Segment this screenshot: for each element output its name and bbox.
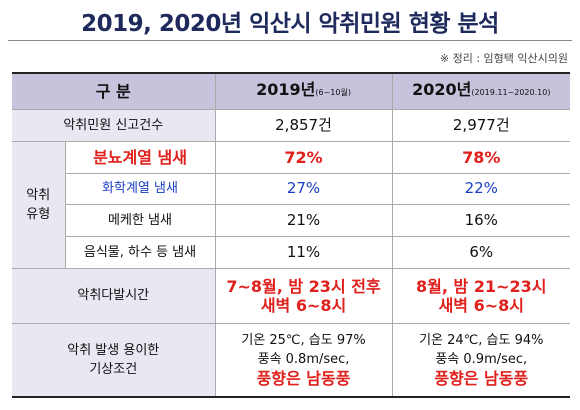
cell-line: 새벽 6~8시 [438,295,524,315]
cell: 72% [214,140,393,174]
cell: 6% [391,235,571,269]
group-line: 유형 [26,206,51,222]
group-line: 악취 [26,187,51,203]
cell-line: 기온 24℃, 습도 94% [419,333,544,349]
row-label: 분뇨계열 냄새 [64,140,216,174]
cell: 16% [391,203,571,237]
cell: 27% [214,172,393,205]
cell-line: 새벽 6~8시 [260,295,347,315]
header-text: 2020년 [412,80,472,100]
cell-line: 풍속 0.9m/sec, [435,352,528,368]
header-sub: (6~10월) [315,88,351,98]
header-text: 2019년 [256,80,316,100]
row-label: 악취민원 신고건수 [12,108,216,142]
row: 메케한 냄새 21% 16% [12,203,571,237]
label-line: 기상조건 [89,361,138,377]
cell: 21% [214,203,393,237]
label-line: 악취 발생 용이한 [67,342,160,358]
row: 화학계열 냄새 27% 22% [12,172,571,205]
row: 악취다발시간 7~8월, 밤 23시 전후 새벽 6~8시 8월, 밤 21~23… [12,267,571,324]
cell: 2,977건 [391,108,571,142]
cell: 기온 24℃, 습도 94% 풍속 0.9m/sec, 풍향은 남동풍 [391,322,571,398]
row: 음식물, 하수 등 냄새 11% 6% [12,235,571,269]
row-label: 악취다발시간 [12,267,216,324]
cell: 2,857건 [214,108,393,142]
row-label: 메케한 냄새 [65,203,216,237]
row-label: 음식물, 하수 등 냄새 [65,235,216,269]
header-sub: (2019.11~2020.10) [471,88,551,98]
cell: 7~8월, 밤 23시 전후 새벽 6~8시 [214,267,393,324]
divider [8,40,572,41]
cell-line: 기온 25℃, 습도 97% [241,333,366,349]
cell-line: 7~8월, 밤 23시 전후 [226,276,381,296]
cell: 기온 25℃, 습도 97% 풍속 0.8m/sec, 풍향은 남동풍 [214,322,393,398]
header-cell: 2019년(6~10월) [214,72,393,110]
title: 2019, 2020년 익산시 악취민원 현황 분석 [81,11,499,37]
cell-line: 8월, 밤 21~23시 [416,276,547,296]
cell: 22% [391,172,571,205]
cell-line: 풍향은 남동풍 [256,369,351,389]
cell-line: 풍향은 남동풍 [434,369,529,389]
note: ※ 정리 : 임형택 익산시의원 [439,52,568,65]
header-cell: 구 분 [12,72,216,110]
row-label: 화학계열 냄새 [65,172,216,205]
cell: 8월, 밤 21~23시 새벽 6~8시 [391,267,571,324]
cell-line: 풍속 0.8m/sec, [257,352,350,368]
header-row: 구 분 2019년(6~10월) 2020년(2019.11~2020.10) [12,72,571,110]
cell: 78% [391,140,571,174]
cell: 11% [214,235,393,269]
row: 악취민원 신고건수 2,857건 2,977건 [12,108,571,142]
header-cell: 2020년(2019.11~2020.10) [391,72,571,110]
table: 구 분 2019년(6~10월) 2020년(2019.11~2020.10) … [12,72,571,398]
